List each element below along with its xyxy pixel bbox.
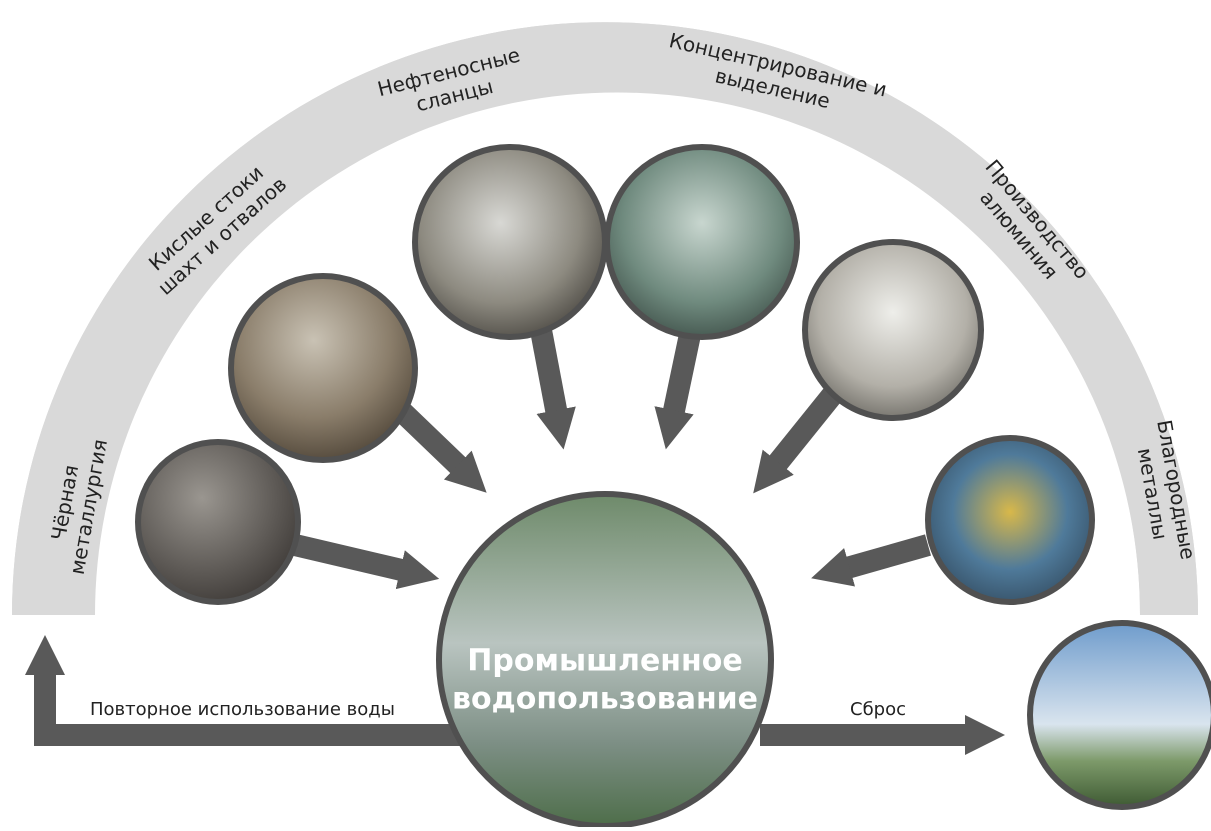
arrow	[654, 322, 703, 450]
image-circle	[135, 439, 301, 605]
image-circle	[604, 144, 800, 340]
reuse-arrow	[25, 635, 470, 746]
center-label-line: водопользование	[452, 682, 758, 717]
image-circle	[802, 239, 984, 421]
arrow	[292, 534, 440, 590]
center-label-line: Промышленное	[467, 644, 742, 679]
arrow	[811, 534, 932, 587]
arrow	[753, 381, 847, 494]
image-circle	[228, 273, 418, 463]
image-circle	[412, 144, 608, 340]
source-images	[135, 144, 1211, 829]
arc-band-inner	[12, 22, 1198, 616]
discharge-circle	[1027, 620, 1211, 810]
reuse-label: Повторное использование воды	[90, 699, 395, 720]
discharge-label: Сброс	[850, 699, 906, 720]
image-circle	[925, 435, 1095, 605]
center-circle	[436, 491, 774, 829]
arrow	[529, 322, 576, 450]
